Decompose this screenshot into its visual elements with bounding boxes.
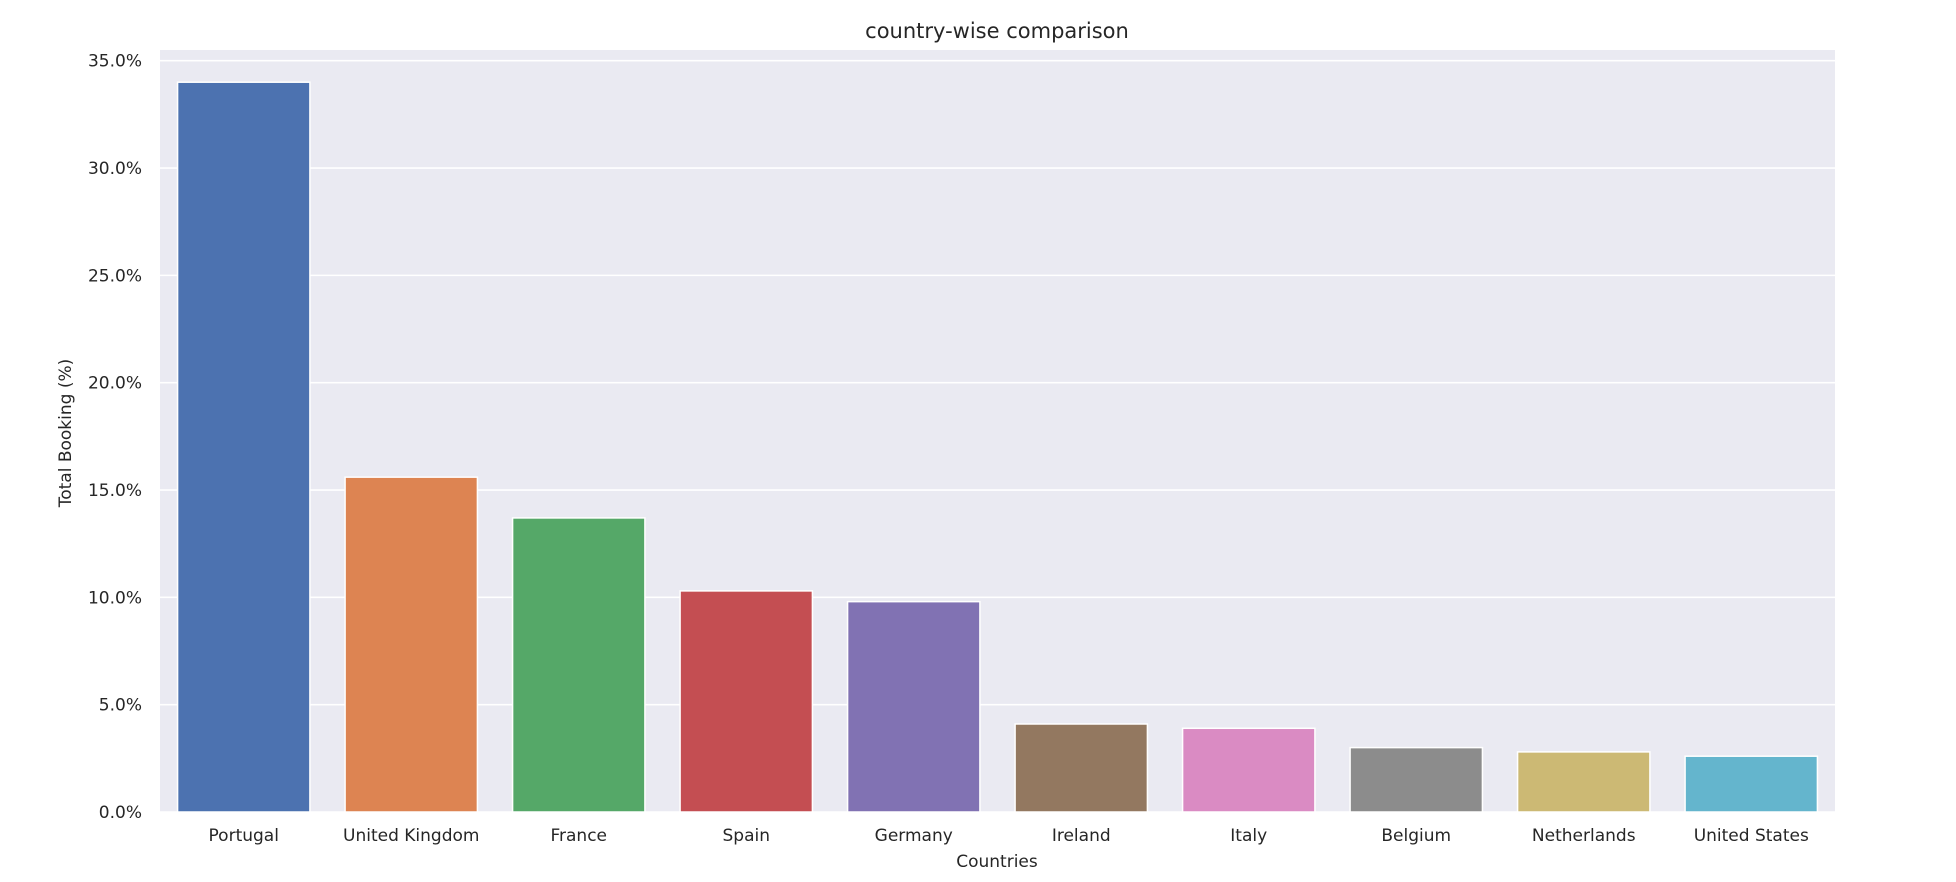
bar-netherlands (1516, 751, 1651, 813)
x-tick-label: Belgium (1381, 826, 1451, 846)
y-tick-label: 35.0% (88, 52, 142, 72)
x-tick-labels: Portugal United Kingdom France Spain Germany… (209, 826, 1809, 846)
bar-united-kingdom (344, 476, 479, 813)
bar-france (511, 517, 646, 813)
x-tick-label: Germany (875, 826, 953, 846)
x-tick-label: Netherlands (1532, 826, 1636, 846)
bar-germany (846, 600, 981, 813)
y-tick-label: 30.0% (88, 159, 142, 179)
y-tick-labels: 0.0% 5.0% 10.0% 15.0% 20.0% 25.0% 30.0% 35.0% (88, 52, 142, 823)
x-tick-label: United Kingdom (343, 826, 479, 846)
y-tick-label: 0.0% (99, 803, 142, 823)
y-tick-label: 15.0% (88, 481, 142, 501)
x-tick-label: Portugal (209, 826, 279, 846)
x-tick-label: Ireland (1052, 826, 1111, 846)
bar-spain (679, 590, 814, 813)
y-tick-label: 20.0% (88, 374, 142, 394)
x-tick-label: France (550, 826, 607, 846)
chart-title: country-wise comparison (865, 19, 1129, 43)
y-tick-label: 25.0% (88, 266, 142, 286)
bars (176, 81, 1819, 813)
y-tick-label: 10.0% (88, 588, 142, 608)
y-axis-label: Total Booking (%) (56, 359, 76, 509)
x-axis-label: Countries (956, 852, 1038, 872)
bar-portugal (176, 81, 311, 813)
x-tick-label: Italy (1230, 826, 1267, 846)
bar-ireland (1014, 723, 1149, 813)
y-tick-label: 5.0% (99, 696, 142, 716)
x-tick-label: United States (1694, 826, 1809, 846)
bar-italy (1181, 727, 1316, 813)
bar-united-states (1684, 755, 1819, 813)
x-tick-label: Spain (723, 826, 771, 846)
bar-belgium (1349, 746, 1484, 813)
